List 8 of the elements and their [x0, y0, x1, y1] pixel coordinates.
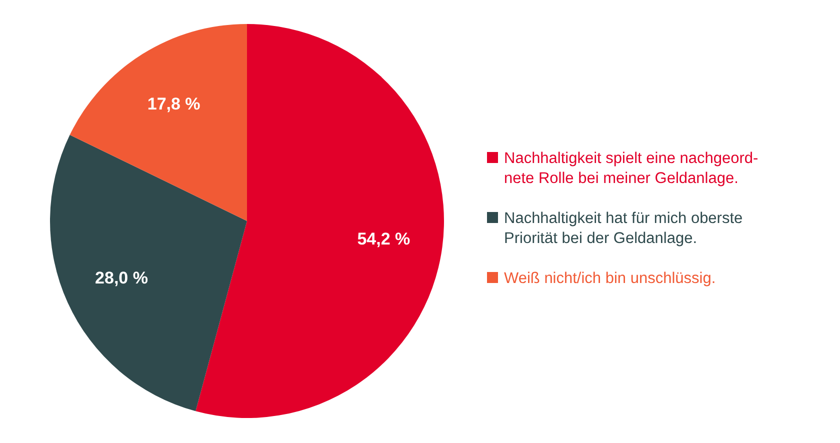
data-label: 17,8 %: [147, 94, 200, 114]
data-label: 54,2 %: [357, 230, 410, 249]
data-label: 28,0 %: [95, 268, 148, 288]
legend-label: Nachhaltigkeit spielt eine nachgeord- nete Rolle bei meiner Geldanlage.: [504, 150, 758, 186]
pie-slice: [70, 24, 247, 221]
legend-label: Weiß nicht/ich bin unschlüssig.: [504, 270, 716, 286]
legend-label: Nachhaltigkeit hat für mich oberste Priorität bei der Geldanlage.: [504, 210, 743, 246]
pie-slice: [50, 134, 247, 412]
